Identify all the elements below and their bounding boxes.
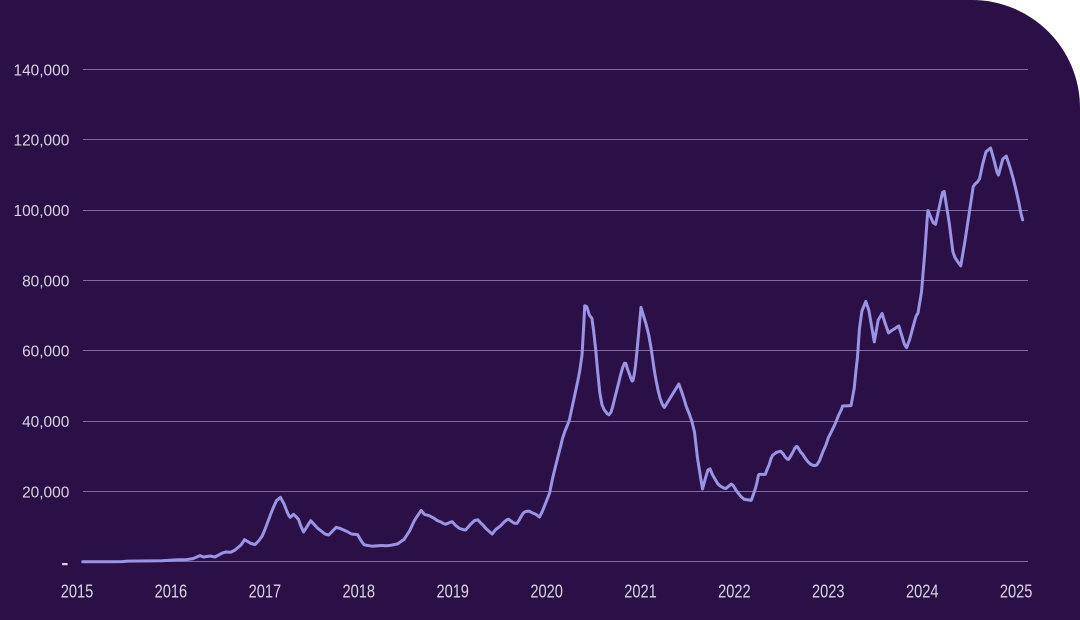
svg-text:140,000: 140,000 (13, 62, 69, 79)
svg-text:2023: 2023 (812, 582, 845, 602)
svg-text:20,000: 20,000 (22, 484, 69, 501)
svg-text:2017: 2017 (249, 582, 282, 602)
svg-text:2022: 2022 (718, 582, 751, 602)
svg-text:2015: 2015 (61, 582, 94, 602)
svg-text:2019: 2019 (436, 582, 469, 602)
svg-text:80,000: 80,000 (22, 273, 69, 290)
svg-text:100,000: 100,000 (13, 203, 69, 220)
svg-text:2020: 2020 (530, 582, 563, 602)
svg-text:2025: 2025 (1000, 582, 1033, 602)
svg-text:2024: 2024 (906, 582, 939, 602)
svg-text:2021: 2021 (624, 582, 657, 602)
svg-text:120,000: 120,000 (13, 133, 69, 150)
svg-text:2018: 2018 (343, 582, 376, 602)
svg-text:60,000: 60,000 (22, 344, 69, 361)
svg-text:2016: 2016 (155, 582, 188, 602)
svg-text:40,000: 40,000 (22, 414, 69, 431)
